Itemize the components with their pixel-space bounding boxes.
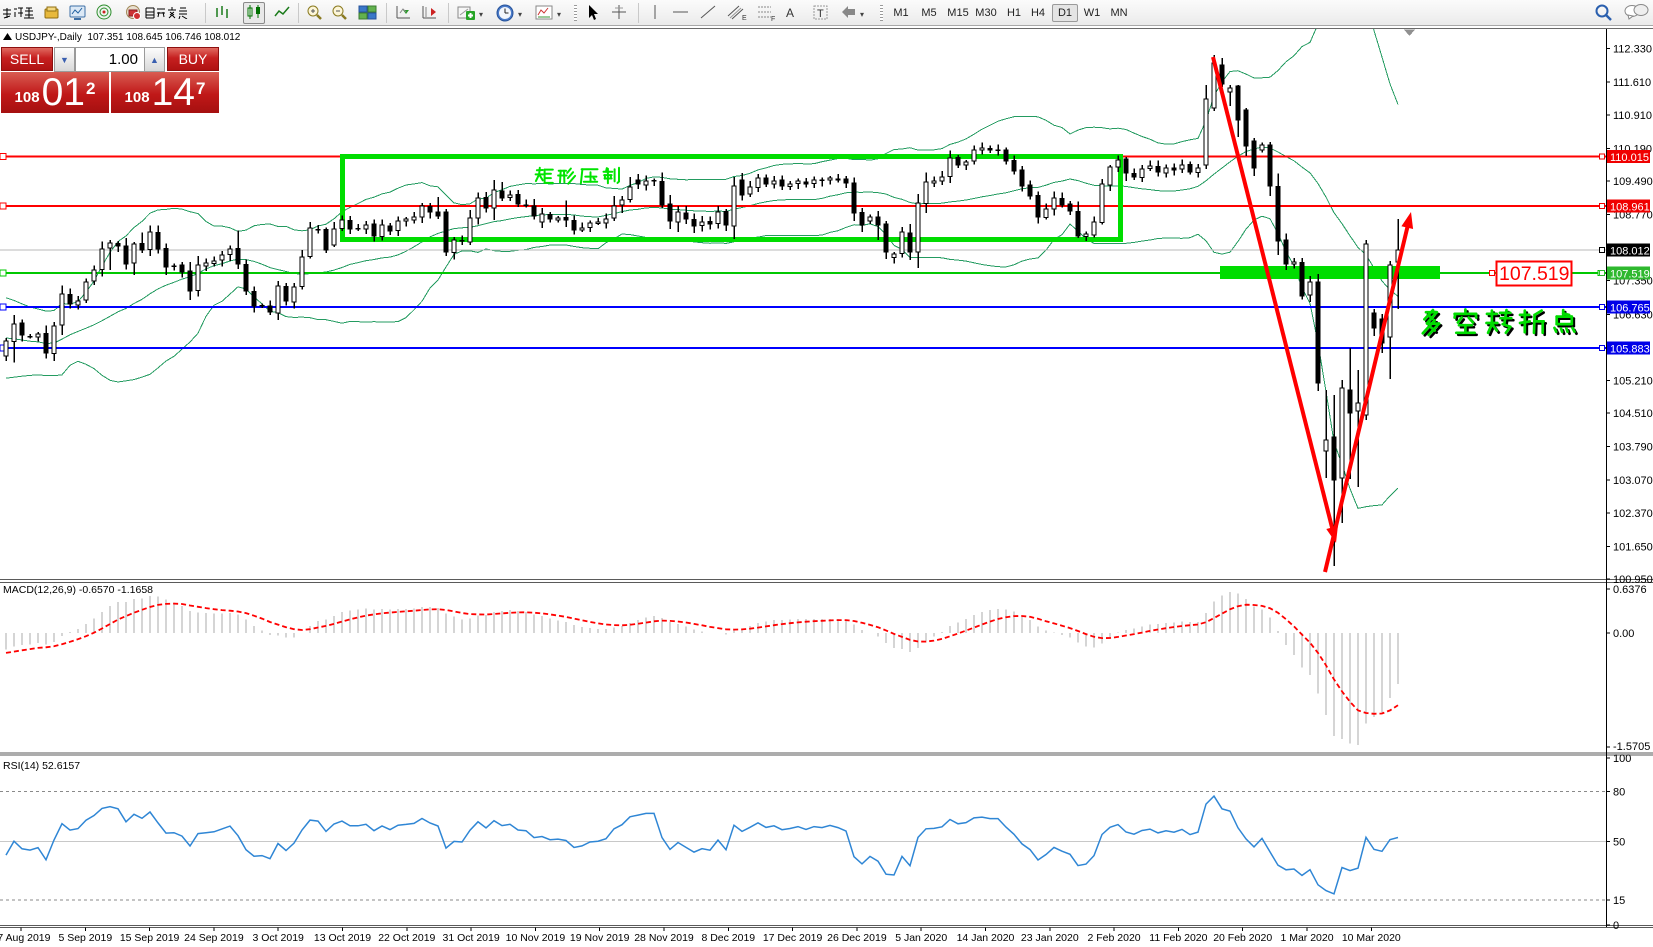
svg-text:107.519: 107.519 — [1499, 263, 1570, 285]
svg-text:28 Nov 2019: 28 Nov 2019 — [634, 932, 694, 944]
svg-text:14 Jan 2020: 14 Jan 2020 — [957, 932, 1015, 944]
svg-text:26 Dec 2019: 26 Dec 2019 — [827, 932, 887, 944]
svg-text:15: 15 — [1613, 895, 1625, 907]
svg-text:22 Oct 2019: 22 Oct 2019 — [378, 932, 435, 944]
svg-text:1 Mar 2020: 1 Mar 2020 — [1280, 932, 1333, 944]
svg-text:F: F — [771, 16, 775, 22]
svg-text:0: 0 — [1613, 920, 1619, 932]
svg-text:103.790: 103.790 — [1613, 442, 1653, 454]
svg-text:3 Oct 2019: 3 Oct 2019 — [253, 932, 305, 944]
svg-text:100: 100 — [1613, 753, 1631, 765]
svg-text:5 Sep 2019: 5 Sep 2019 — [58, 932, 112, 944]
svg-text:-1.5705: -1.5705 — [1613, 741, 1650, 753]
svg-text:106.765: 106.765 — [1610, 303, 1650, 315]
svg-text:111.610: 111.610 — [1613, 77, 1651, 89]
svg-text:112.330: 112.330 — [1613, 44, 1652, 56]
svg-text:109.490: 109.490 — [1613, 176, 1653, 188]
svg-text:108.961: 108.961 — [1610, 201, 1650, 213]
svg-text:2 Feb 2020: 2 Feb 2020 — [1088, 932, 1141, 944]
svg-text:101.650: 101.650 — [1613, 541, 1653, 553]
svg-text:100.950: 100.950 — [1613, 574, 1653, 586]
svg-text:19 Nov 2019: 19 Nov 2019 — [570, 932, 630, 944]
svg-text:105.210: 105.210 — [1613, 376, 1653, 388]
svg-text:24 Sep 2019: 24 Sep 2019 — [184, 932, 244, 944]
svg-text:20 Feb 2020: 20 Feb 2020 — [1213, 932, 1272, 944]
svg-text:31 Oct 2019: 31 Oct 2019 — [442, 932, 499, 944]
svg-text:8 Dec 2019: 8 Dec 2019 — [701, 932, 755, 944]
svg-text:104.510: 104.510 — [1613, 408, 1653, 420]
svg-text:108.012: 108.012 — [1610, 246, 1650, 258]
svg-text:T: T — [817, 8, 824, 20]
svg-text:80: 80 — [1613, 786, 1625, 798]
svg-text:11 Feb 2020: 11 Feb 2020 — [1149, 932, 1207, 944]
svg-text:13 Oct 2019: 13 Oct 2019 — [314, 932, 371, 944]
svg-text:102.370: 102.370 — [1613, 508, 1653, 520]
svg-text:27 Aug 2019: 27 Aug 2019 — [0, 932, 51, 944]
svg-text:10 Mar 2020: 10 Mar 2020 — [1342, 932, 1401, 944]
svg-text:MACD(12,26,9) -0.6570 -1.1658: MACD(12,26,9) -0.6570 -1.1658 — [3, 584, 153, 596]
svg-text:110.015: 110.015 — [1610, 152, 1649, 164]
svg-text:10 Nov 2019: 10 Nov 2019 — [506, 932, 566, 944]
svg-text:110.910: 110.910 — [1613, 110, 1652, 122]
svg-text:E: E — [742, 15, 747, 22]
svg-text:105.883: 105.883 — [1610, 344, 1650, 356]
svg-text:15 Sep 2019: 15 Sep 2019 — [120, 932, 180, 944]
svg-text:17 Dec 2019: 17 Dec 2019 — [763, 932, 823, 944]
svg-text:0.6376: 0.6376 — [1613, 584, 1647, 596]
svg-text:108.770: 108.770 — [1613, 210, 1653, 222]
svg-text:50: 50 — [1613, 837, 1625, 849]
svg-text:103.070: 103.070 — [1613, 475, 1653, 487]
svg-text:5 Jan 2020: 5 Jan 2020 — [895, 932, 947, 944]
svg-text:23 Jan 2020: 23 Jan 2020 — [1021, 932, 1079, 944]
svg-text:0.00: 0.00 — [1613, 628, 1634, 640]
svg-text:107.519: 107.519 — [1610, 269, 1650, 281]
svg-text:RSI(14) 52.6157: RSI(14) 52.6157 — [3, 760, 80, 772]
